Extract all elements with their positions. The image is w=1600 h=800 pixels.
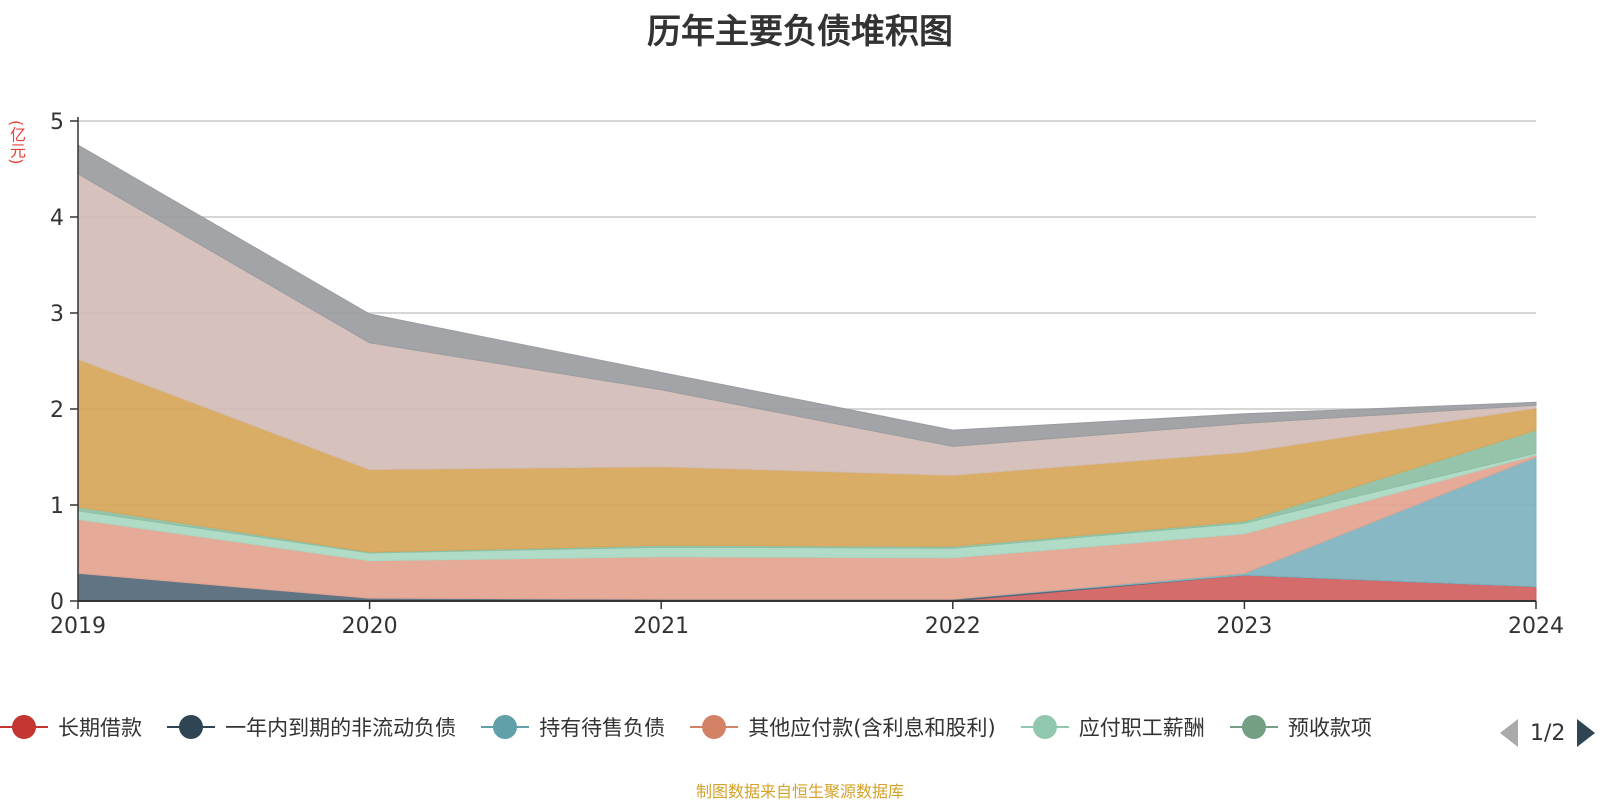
- x-tick-label: 2022: [925, 614, 981, 639]
- legend-next-page-icon[interactable]: [1577, 719, 1596, 747]
- legend-item[interactable]: 预收款项: [1229, 712, 1372, 742]
- legend: 长期借款 一年内到期的非流动负债 持有待售负债 其他应付款(含利息和股利) 应付…: [0, 712, 1490, 752]
- legend-label: 一年内到期的非流动负债: [225, 716, 457, 740]
- source-note: 制图数据来自恒生聚源数据库: [695, 782, 904, 800]
- y-tick-label: 3: [50, 302, 64, 327]
- legend-label: 应付职工薪酬: [1078, 716, 1205, 740]
- legend-label: 持有待售负债: [539, 716, 666, 740]
- x-tick-label: 2021: [633, 614, 689, 639]
- legend-item[interactable]: 一年内到期的非流动负债: [167, 712, 456, 742]
- stacked-area-chart: 0 1 2 3 4 5 2019 2020 2021 2022 2023 2024: [50, 110, 1564, 639]
- x-tick-label: 2024: [1508, 614, 1564, 639]
- chart-title: 历年主要负债堆积图: [647, 12, 953, 52]
- axes: 0 1 2 3 4 5 2019 2020 2021 2022 2023 2024: [50, 110, 1564, 639]
- area-series: [77, 144, 1537, 602]
- legend-marker-icon: [1229, 714, 1278, 740]
- legend-label: 长期借款: [58, 716, 142, 740]
- legend-page-indicator: 1/2: [1530, 720, 1566, 746]
- x-tick-label: 2023: [1216, 614, 1272, 639]
- legend-item[interactable]: 应付职工薪酬: [1020, 712, 1205, 742]
- area-series-unlabeled[interactable]: [77, 144, 1537, 447]
- legend-marker-icon: [167, 714, 216, 740]
- legend-item[interactable]: 持有待售负债: [481, 712, 665, 742]
- y-tick-label: 2: [50, 398, 64, 423]
- legend-label: 预收款项: [1287, 716, 1372, 740]
- x-tick-label: 2019: [50, 614, 106, 639]
- y-tick-label: 5: [50, 110, 64, 135]
- legend-marker-icon: [690, 714, 739, 740]
- y-axis-unit-label: (亿元): [7, 120, 26, 165]
- legend-pager: 1/2: [1500, 716, 1596, 750]
- legend-marker-icon: [1020, 714, 1069, 740]
- y-tick-label: 1: [50, 494, 64, 519]
- area-series-unlabeled[interactable]: [77, 172, 1537, 476]
- legend-item[interactable]: 长期借款: [0, 712, 142, 742]
- y-tick-label: 0: [50, 590, 64, 615]
- x-tick-label: 2020: [342, 614, 398, 639]
- legend-marker-icon: [0, 714, 48, 740]
- legend-marker-icon: [481, 714, 530, 740]
- legend-prev-page-icon[interactable]: [1500, 719, 1518, 747]
- legend-label: 其他应付款(含利息和股利): [748, 716, 996, 740]
- y-tick-label: 4: [50, 206, 64, 231]
- legend-item[interactable]: 其他应付款(含利息和股利): [690, 712, 996, 742]
